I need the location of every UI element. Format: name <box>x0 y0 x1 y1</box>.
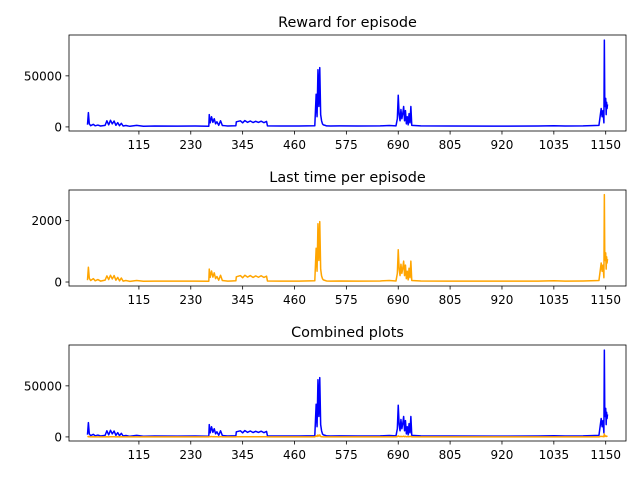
combined-x-tick-label: 1150 <box>590 448 621 462</box>
time-x-tick-label: 1035 <box>539 293 570 307</box>
combined-x-tick-label: 690 <box>387 448 410 462</box>
combined-y-tick-label: 50000 <box>24 379 62 393</box>
reward-x-tick-label: 1150 <box>590 138 621 152</box>
time-x-tick-label: 805 <box>439 293 462 307</box>
combined-chart: Combined plots 115 230 345 460 575 690 805 920 10… <box>24 325 627 462</box>
time-x-tick-label: 345 <box>231 293 254 307</box>
combined-x-tick-label: 805 <box>439 448 462 462</box>
reward-x-tick-label: 1035 <box>539 138 570 152</box>
time-series-line-0 <box>86 193 609 283</box>
time-x-tick-label: 1150 <box>590 293 621 307</box>
combined-x-tick-label: 460 <box>283 448 306 462</box>
time-x-tick-label: 230 <box>179 293 202 307</box>
combined-x-tick-label: 575 <box>335 448 358 462</box>
reward-x-tick-label: 345 <box>231 138 254 152</box>
combined-series-line-0 <box>86 349 609 438</box>
reward-title: Reward for episode <box>278 15 417 31</box>
reward-x-tick-label: 115 <box>127 138 150 152</box>
time-x-tick-label: 575 <box>335 293 358 307</box>
reward-x-tick-label: 920 <box>491 138 514 152</box>
time-axes-frame <box>68 189 627 287</box>
time-chart: Last time per episode 115 230 345 460 575 690 8… <box>31 170 627 307</box>
combined-axes-frame <box>68 344 627 442</box>
time-y-tick-label: 0 <box>54 276 62 290</box>
combined-x-tick-label: 920 <box>491 448 514 462</box>
reward-x-tick-label: 690 <box>387 138 410 152</box>
reward-series-line-0 <box>86 39 609 128</box>
time-x-tick-label: 690 <box>387 293 410 307</box>
reward-y-tick-label: 0 <box>54 120 62 134</box>
reward-y-tick-label: 50000 <box>24 69 62 83</box>
reward-axes-frame <box>68 34 627 132</box>
reward-x-tick-label: 460 <box>283 138 306 152</box>
combined-x-tick-label: 1035 <box>539 448 570 462</box>
combined-x-tick-label: 345 <box>231 448 254 462</box>
time-x-tick-label: 115 <box>127 293 150 307</box>
reward-chart: Reward for episode 115 230 345 460 575 690 805 9… <box>24 15 627 152</box>
reward-x-tick-label: 805 <box>439 138 462 152</box>
combined-series-line-1 <box>87 433 608 438</box>
reward-x-tick-label: 575 <box>335 138 358 152</box>
time-y-tick-label: 2000 <box>31 214 62 228</box>
time-x-tick-label: 920 <box>491 293 514 307</box>
time-x-tick-label: 460 <box>283 293 306 307</box>
combined-x-tick-label: 115 <box>127 448 150 462</box>
time-title: Last time per episode <box>269 170 426 186</box>
combined-title: Combined plots <box>291 325 404 341</box>
reward-x-tick-label: 230 <box>179 138 202 152</box>
combined-x-tick-label: 230 <box>179 448 202 462</box>
combined-y-tick-label: 0 <box>54 430 62 444</box>
